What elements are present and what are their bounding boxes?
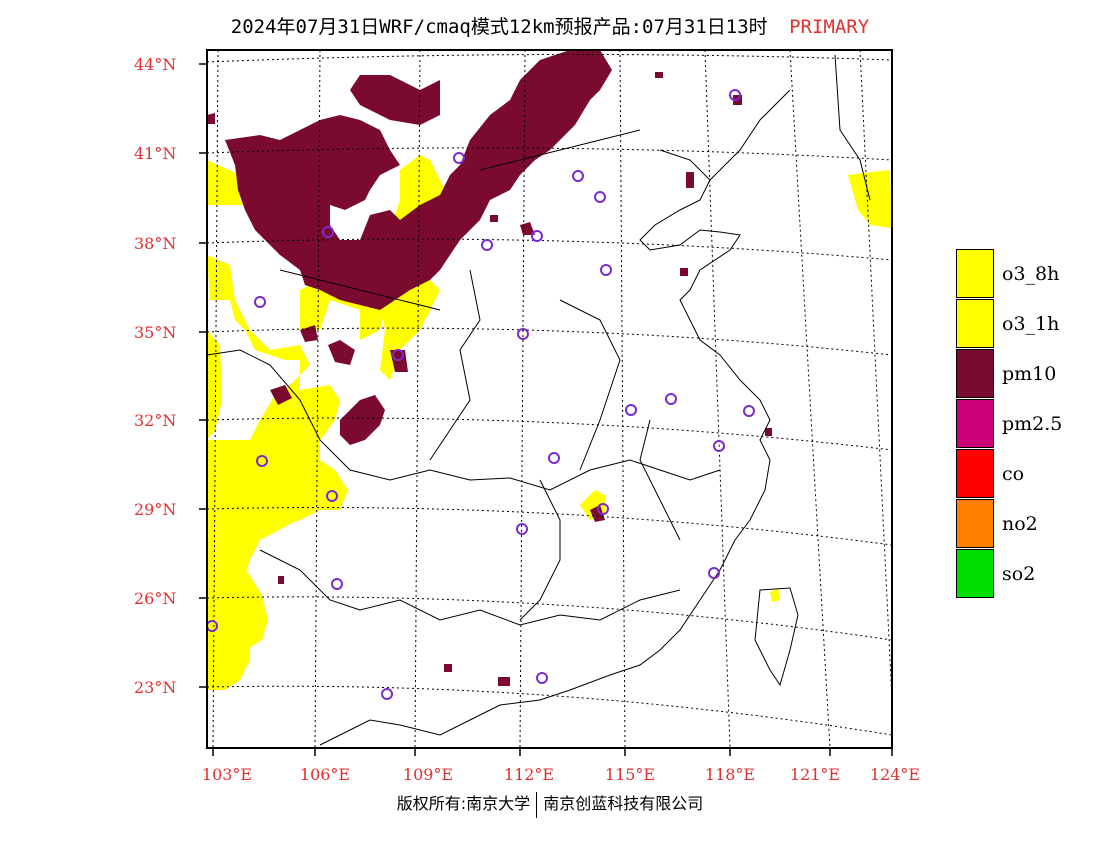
o3-areas — [207, 155, 892, 690]
lat-label: 44°N — [134, 55, 177, 74]
legend-item-pm10: pm10 — [956, 349, 1100, 399]
station-marker — [516, 523, 528, 535]
lon-label: 106°E — [299, 765, 351, 784]
station-marker — [600, 264, 612, 276]
legend-swatch — [956, 549, 994, 598]
lon-label: 124°E — [869, 765, 921, 784]
station-marker — [729, 89, 741, 101]
copyright-right: 南京创蓝科技有限公司 — [543, 794, 704, 813]
station-marker — [392, 349, 404, 361]
station-marker — [256, 455, 268, 467]
legend-label: no2 — [1002, 513, 1038, 535]
legend-swatch — [956, 399, 994, 448]
legend-item-o3-1h: o3_1h — [956, 299, 1100, 349]
lat-label: 32°N — [134, 411, 177, 430]
station-marker — [572, 170, 584, 182]
lon-label: 112°E — [503, 765, 555, 784]
legend-label: co — [1002, 463, 1025, 485]
station-marker — [331, 578, 343, 590]
lat-label: 38°N — [134, 234, 177, 253]
legend-item-o3-8h: o3_8h — [956, 249, 1100, 299]
legend-item-so2: so2 — [956, 549, 1100, 599]
station-markers — [206, 89, 755, 700]
legend-swatch — [956, 349, 994, 398]
station-marker — [625, 404, 637, 416]
station-marker — [481, 239, 493, 251]
station-marker — [322, 226, 334, 238]
station-marker — [531, 230, 543, 242]
map-frame — [206, 49, 893, 749]
lon-label: 109°E — [402, 765, 454, 784]
legend-swatch — [956, 299, 994, 348]
lon-label: 103°E — [201, 765, 253, 784]
station-marker — [594, 191, 606, 203]
copyright: 版权所有:南京大学 南京创蓝科技有限公司 — [0, 790, 1100, 818]
station-marker — [548, 452, 560, 464]
copyright-left: 版权所有:南京大学 — [396, 794, 531, 813]
lon-label: 115°E — [604, 765, 656, 784]
station-marker — [713, 440, 725, 452]
station-marker — [254, 296, 266, 308]
lat-label: 41°N — [134, 144, 177, 163]
lat-label: 26°N — [134, 589, 177, 608]
legend-swatch — [956, 499, 994, 548]
lon-label: 118°E — [704, 765, 756, 784]
tick-marks — [199, 63, 893, 756]
lat-label: 23°N — [134, 678, 177, 697]
station-marker — [597, 503, 609, 515]
legend-label: pm10 — [1002, 363, 1057, 385]
legend-label: o3_1h — [1002, 313, 1060, 335]
primary-tag: PRIMARY — [789, 16, 870, 38]
coastline-and-borders — [206, 54, 871, 746]
station-marker — [708, 567, 720, 579]
legend-item-pm2-5: pm2.5 — [956, 399, 1100, 449]
copyright-divider — [536, 791, 538, 818]
station-marker — [536, 672, 548, 684]
map-title: 2024年07月31日WRF/cmaq模式12km预报产品:07月31日13时 … — [0, 12, 1100, 39]
legend-item-co: co — [956, 449, 1100, 499]
station-marker — [326, 490, 338, 502]
lat-label: 35°N — [134, 323, 177, 342]
station-marker — [381, 688, 393, 700]
station-marker — [743, 405, 755, 417]
pm10-areas — [207, 50, 772, 686]
station-marker — [453, 152, 465, 164]
lon-label: 121°E — [789, 765, 841, 784]
legend-label: so2 — [1002, 563, 1036, 585]
legend-swatch — [956, 449, 994, 498]
legend-item-no2: no2 — [956, 499, 1100, 549]
station-marker — [665, 393, 677, 405]
map-title-text: 2024年07月31日WRF/cmaq模式12km预报产品:07月31日13时 — [230, 16, 768, 38]
station-marker — [517, 328, 529, 340]
lat-label: 29°N — [134, 500, 177, 519]
legend-label: pm2.5 — [1002, 413, 1063, 435]
legend-label: o3_8h — [1002, 263, 1060, 285]
legend-swatch — [956, 249, 994, 298]
